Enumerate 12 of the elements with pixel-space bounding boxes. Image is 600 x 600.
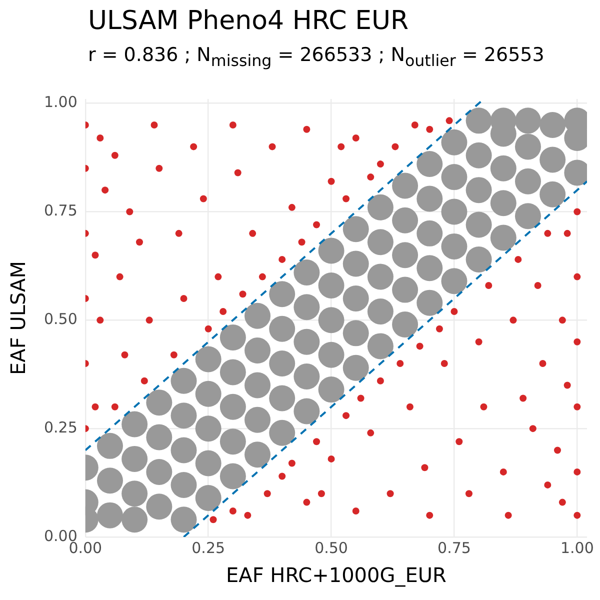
y-axis-title: EAF ULSAM bbox=[6, 261, 30, 375]
x-axis-title: EAF HRC+1000G_EUR bbox=[226, 563, 446, 588]
y-tick-label: 1.00 bbox=[44, 93, 78, 112]
x-tick-label: 0.50 bbox=[314, 538, 348, 557]
y-tick-label: 0.50 bbox=[44, 310, 78, 328]
chart-title: ULSAM Pheno4 HRC EUR bbox=[88, 6, 409, 36]
chart-subtitle: r = 0.836 ; N$_{missing}$ = 266533 ; N$_{outlier}$ = 26553 bbox=[88, 44, 544, 70]
y-tick-label: 0.75 bbox=[44, 202, 78, 220]
x-tick-label: 0.25 bbox=[192, 538, 226, 557]
x-tick-label: 0.75 bbox=[438, 538, 471, 557]
y-tick-label: 0.25 bbox=[44, 418, 78, 436]
x-tick-label: 1.00 bbox=[560, 538, 594, 557]
